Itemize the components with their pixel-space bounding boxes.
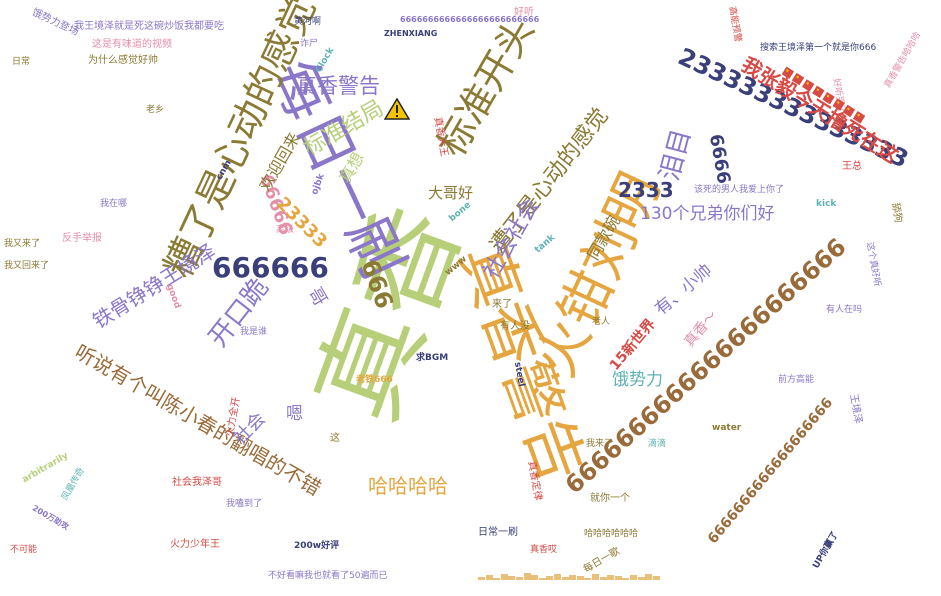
bar-segment — [622, 578, 630, 580]
decorative-bars — [478, 572, 662, 580]
bar-segment — [538, 578, 546, 580]
word: 反手举报 — [62, 233, 102, 244]
word: 这个真好听 — [864, 241, 882, 288]
word: 200w好评 — [294, 541, 340, 551]
word: kick — [816, 199, 837, 209]
word: 前方高能 — [778, 375, 815, 385]
bar-segment — [645, 574, 653, 580]
word: arbitrarily — [20, 450, 71, 486]
word: good — [164, 282, 183, 310]
word: 求BGM — [416, 353, 449, 363]
bar-segment — [500, 574, 508, 580]
word: 200万助攻 — [30, 503, 71, 532]
word: 凤凰传奇 — [60, 466, 87, 503]
word: 真香警告 — [296, 74, 380, 98]
bar-segment — [607, 575, 615, 580]
word: 搜索王境泽第一个就是你666 — [760, 43, 877, 53]
word: 老铁666 — [356, 375, 393, 385]
word: 滴滴 — [648, 439, 667, 449]
word: 我嗑到了 — [226, 499, 263, 509]
word: 666666 — [212, 251, 329, 284]
bar-segment — [637, 577, 645, 580]
bar-segment — [493, 578, 501, 580]
word: 哈哈哈哈哈哈 — [584, 529, 639, 539]
word: 舔狗 — [889, 202, 904, 224]
word: 这 — [330, 433, 340, 444]
word: 不好看嘛我也就看了50遍而已 — [268, 571, 388, 581]
word: 诈尸 — [300, 39, 319, 49]
word: 饿势力登场 — [30, 6, 81, 39]
word: 这是有味道的视频 — [92, 39, 172, 50]
word: UP你赢了 — [811, 530, 841, 571]
word: 15新世界 — [606, 316, 659, 374]
word: 我是谁 — [240, 327, 268, 337]
word: 6666 — [704, 132, 735, 186]
word: 不可能 — [10, 545, 38, 555]
word: 日常 — [12, 57, 31, 67]
word: 老乡 — [146, 105, 165, 115]
word: 真香警告哈哈哈 — [882, 30, 924, 91]
bar-segment — [614, 576, 622, 580]
word: 就你一个 — [590, 493, 630, 504]
word: 我王境泽就是死这碗炒饭我都要吃 — [74, 21, 224, 32]
word: 有人在吗 — [826, 305, 863, 315]
word: 来了 — [492, 299, 512, 310]
bar-segment — [523, 573, 531, 580]
word: 我又来了 — [4, 239, 41, 249]
word: 我张毅今天撸死在这 — [737, 52, 903, 168]
word: 嗯 — [286, 404, 303, 424]
word: 社会我泽哥 — [172, 477, 222, 488]
word: tank — [533, 232, 558, 256]
word: 欢迎回来 — [255, 129, 304, 195]
bar-segment — [599, 577, 607, 580]
word: 哈哈哈哈 — [368, 474, 448, 498]
word: 高能预警 — [726, 5, 743, 44]
bar-segment — [592, 574, 599, 580]
word: 为什么感觉好帅 — [88, 55, 158, 66]
bar-segment — [652, 576, 660, 580]
word: ZHENXIANG — [384, 29, 438, 38]
bar-segment — [569, 575, 577, 580]
word: 6666666666666666666666666 — [400, 15, 540, 24]
flag-row-icon — [778, 64, 869, 131]
bar-segment — [531, 575, 539, 580]
word: 6666666666666666666 — [704, 394, 837, 548]
word: 开口跪 — [203, 273, 275, 353]
bar-segment — [554, 574, 561, 580]
word: 王总 — [842, 161, 862, 172]
word: 王境泽 — [847, 393, 864, 425]
word: 我在哪 — [100, 199, 128, 209]
bar-segment — [485, 575, 493, 580]
word: bone — [447, 200, 474, 225]
bar-segment — [508, 576, 516, 580]
word: 日常一刷 — [478, 527, 518, 538]
warning-icon — [384, 98, 410, 120]
word: 高级 — [276, 225, 295, 235]
bar-segment — [576, 576, 584, 580]
word: 真香哎 — [530, 545, 558, 555]
word: 我又回来了 — [4, 261, 50, 271]
word: 有人没 — [500, 321, 530, 332]
word: 130个兄弟你们好 — [640, 204, 775, 224]
word: 铁骨铮铮王境泽 — [88, 238, 220, 334]
bar-segment — [584, 578, 592, 580]
bar-segment — [478, 577, 485, 580]
word: 2333 — [618, 178, 674, 202]
word: 大哥好 — [428, 184, 474, 202]
bar-segment — [546, 576, 554, 580]
bar-segment — [561, 577, 569, 580]
word: 该死的男人我爱上你了 — [694, 185, 785, 195]
bar-segment — [630, 575, 637, 580]
word: 好听 — [514, 7, 534, 18]
word: 黄河啊 — [294, 17, 322, 27]
word: 我来了 — [586, 439, 614, 449]
bar-segment — [516, 577, 523, 580]
word: 泪目 — [654, 125, 698, 185]
word: 标准开头 — [428, 10, 544, 164]
word: water — [712, 423, 742, 433]
word: 火力少年王 — [170, 539, 220, 550]
word: 饿势力 — [612, 370, 663, 390]
word: 老人 — [592, 317, 611, 327]
